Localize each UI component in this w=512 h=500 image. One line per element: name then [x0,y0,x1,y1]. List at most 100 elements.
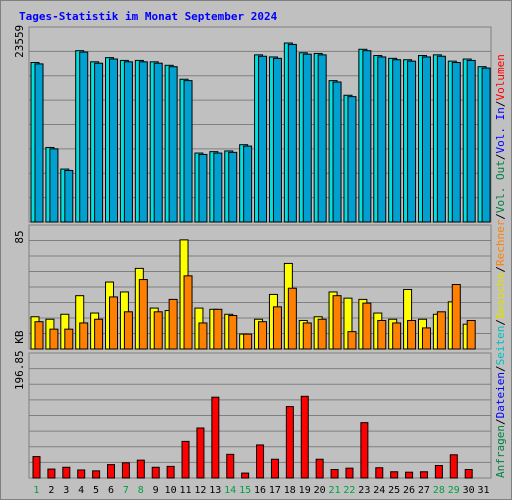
bar-dateien [377,56,387,223]
bar-dateien [407,60,417,223]
bar-dateien [183,80,193,223]
bar-volumen [345,467,354,479]
bar-rechner [436,311,446,350]
bar-volumen [419,471,428,479]
bar-dateien [392,59,402,223]
x-tick-label: 12 [194,485,206,496]
bar-dateien [153,62,163,223]
bar-dateien [317,54,327,223]
bar-dateien [123,61,133,223]
legend-item: Besuche [494,273,507,319]
bar-volumen [136,459,145,479]
bar-dateien [228,151,238,223]
bar-volumen [300,395,309,479]
bar-rechner [392,322,402,350]
legend-item: / [494,153,507,160]
y-tick-label: 196.85 KB [13,330,26,390]
bar-rechner [153,311,163,350]
y-tick-label: 85 [13,230,26,243]
bar-dateien [272,57,282,223]
bar-volumen [151,466,160,479]
legend-item: / [494,266,507,273]
bar-dateien [64,169,74,223]
bar-rechner [347,331,357,350]
legend-item: Seiten [494,326,507,366]
legend-item: Rechner [494,219,507,266]
bar-dateien [138,61,148,223]
x-tick-label: 21 [328,485,340,496]
legend-item: / [494,365,507,372]
x-tick-label: 15 [239,485,251,496]
bar-volumen [270,458,279,479]
bar-volumen [464,469,473,479]
x-tick-label: 11 [179,485,191,496]
x-tick-label: 22 [343,485,355,496]
bar-volumen [390,471,399,479]
bar-dateien [421,56,431,223]
bar-rechner [228,315,238,350]
bar-rechner [451,284,461,350]
bar-volumen [315,458,324,479]
x-tick-label: 10 [165,485,177,496]
bar-volumen [166,465,175,479]
bar-rechner [258,321,268,350]
bar-dateien [436,55,446,223]
bar-rechner [168,298,178,350]
bar-volumen [330,469,339,479]
bar-dateien [451,62,461,223]
bar-dateien [213,152,223,223]
bar-rechner [407,319,417,350]
bar-rechner [64,328,74,350]
bar-rechner [79,322,89,350]
bar-volumen [449,454,458,479]
x-tick-label: 19 [299,485,311,496]
bar-volumen [226,453,235,479]
bar-volumen [77,469,86,479]
x-tick-label: 27 [418,485,430,496]
bar-rechner [302,322,312,350]
x-tick-label: 29 [448,485,460,496]
bar-rechner [317,318,327,350]
bar-rechner [421,327,431,350]
bar-volumen [256,444,265,479]
x-tick-label: 1 [33,485,39,496]
legend-item: Anfragen [494,425,507,478]
bar-volumen [405,471,414,479]
x-tick-label: 23 [358,485,370,496]
bar-rechner [332,295,342,350]
bar-dateien [362,50,372,223]
x-tick-label: 30 [463,485,475,496]
x-tick-label: 14 [224,485,236,496]
x-tick-label: 4 [78,485,84,496]
x-tick-label: 26 [403,485,415,496]
bar-volumen [211,396,220,479]
bar-volumen [241,472,250,479]
bar-dateien [49,148,59,223]
right-legend: Anfragen/Dateien/Seiten/Besuche/Rechner/… [494,54,507,478]
bar-volumen [32,456,41,479]
legend-item: / [494,319,507,326]
bar-dateien [332,81,342,223]
x-tick-label: 3 [63,485,69,496]
x-tick-label: 5 [93,485,99,496]
bar-rechner [49,328,59,350]
x-tick-label: 7 [123,485,129,496]
bar-volumen [62,466,71,479]
x-tick-label: 16 [254,485,266,496]
bar-volumen [375,467,384,479]
bar-dateien [258,55,268,223]
bar-dateien [243,145,253,223]
legend-item: Dateien [494,372,507,418]
x-tick-label: 25 [388,485,400,496]
bar-volumen [196,427,205,479]
bar-dateien [302,53,312,223]
legend-item: / [494,418,507,425]
x-tick-label: 28 [433,485,445,496]
bar-rechner [138,279,148,350]
bar-rechner [362,302,372,350]
legend-item: Vol. In [494,107,507,153]
bar-volumen [181,440,190,479]
bar-dateien [466,59,476,223]
bar-rechner [213,308,223,350]
